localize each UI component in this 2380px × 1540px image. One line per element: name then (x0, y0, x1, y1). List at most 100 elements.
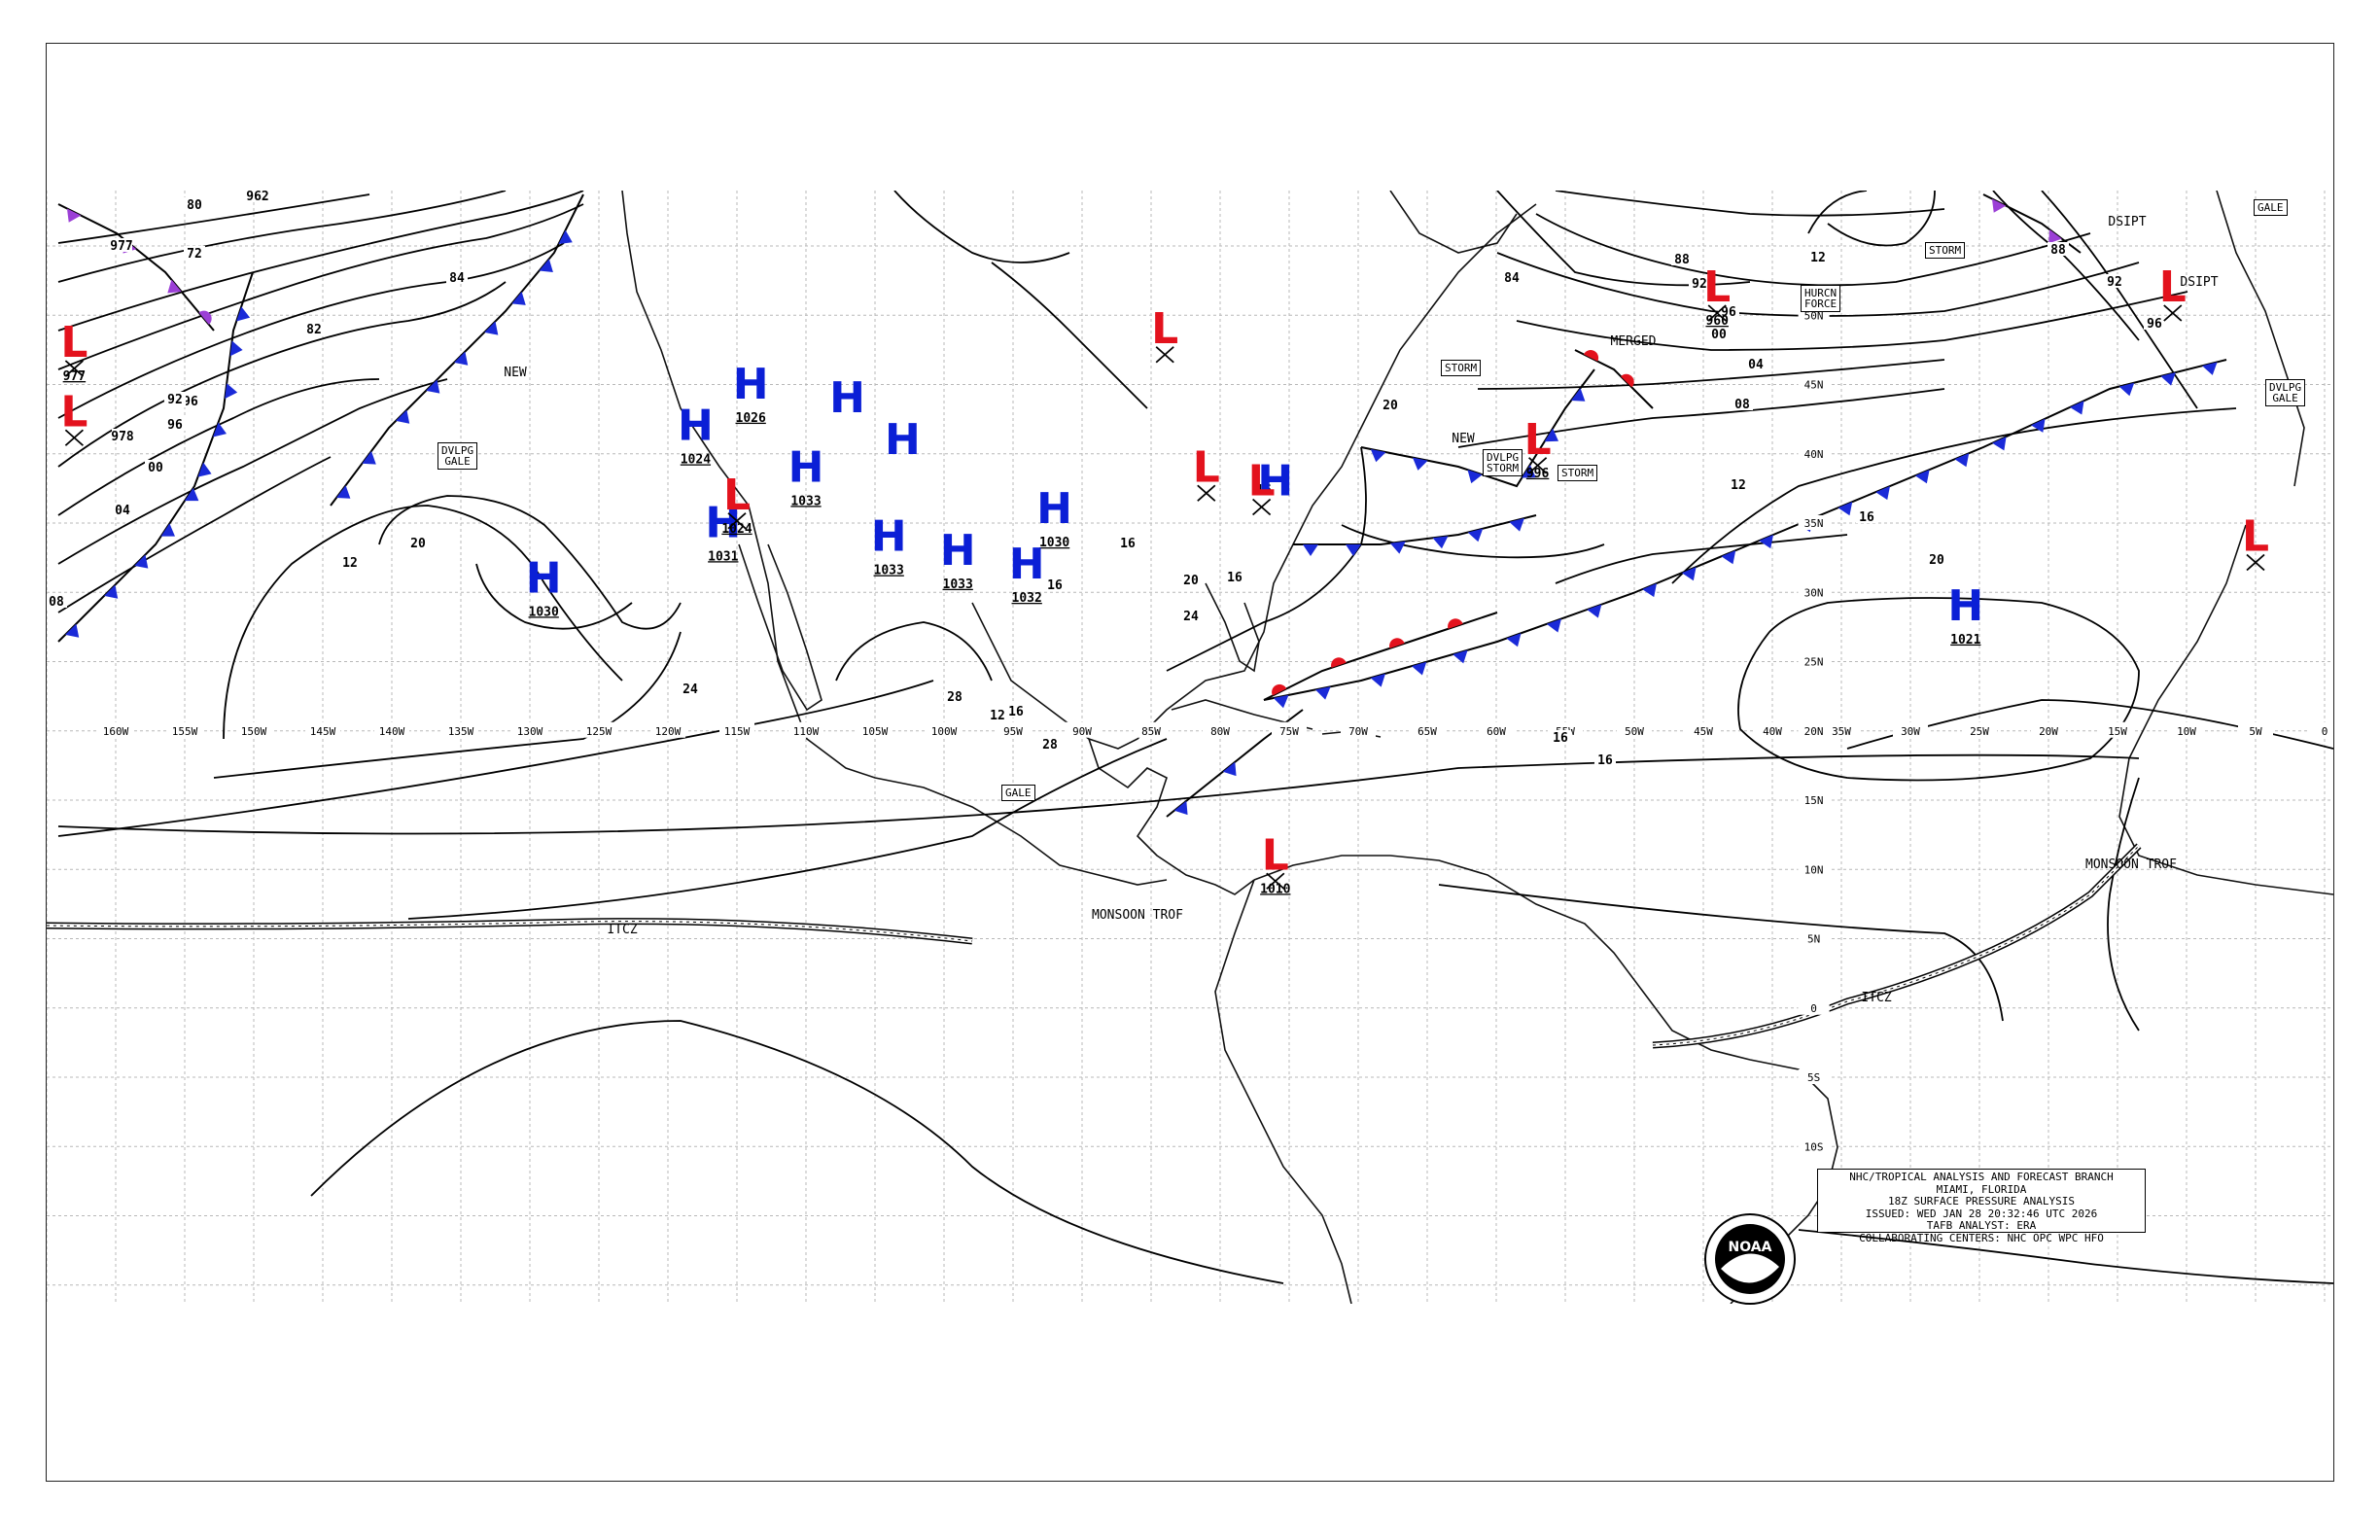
cold-front-atlantic-symbol (1452, 649, 1468, 664)
cold-front-west-atlantic-symbol (1509, 518, 1524, 532)
high-letter: H (1009, 540, 1045, 589)
fronts (57, 193, 2227, 818)
longitude-label-bg (788, 721, 823, 738)
low-center-mark (64, 360, 84, 377)
isobar-label: 08 (49, 595, 64, 610)
high-pressure-center: H 1030 (1036, 484, 1072, 550)
isobar-label-bg (1689, 276, 1710, 290)
low-letter: L (60, 387, 88, 437)
latitude-label-bg (1798, 999, 1830, 1015)
isobars (57, 191, 2333, 1284)
longitude-label: 15W (2108, 725, 2127, 738)
longitude-label-bg (98, 721, 133, 738)
isobar-label-bg (1708, 327, 1730, 340)
isobar-label-bg (1671, 252, 1693, 265)
isobar-label-bg (1005, 704, 1027, 718)
longitude-label-bg (581, 721, 616, 738)
isobar-label: 96 (2147, 317, 2162, 332)
cold-front-east-pacific-symbol (362, 451, 376, 465)
longitude-label: 60W (1487, 725, 1506, 738)
isobar-label-bg (47, 594, 67, 608)
latitude-label: 5S (1807, 1071, 1820, 1084)
longitude-label-bg (1134, 721, 1169, 738)
isobar-label-bg (407, 536, 429, 549)
coast-south-america (1253, 855, 1838, 1304)
noaa-logo: NOAA (1704, 1213, 1796, 1305)
low-pressure-center: L (1151, 304, 1178, 364)
cold-front-atlantic-symbol (1914, 470, 1930, 484)
high-pressure-center: H 1024 (678, 402, 714, 468)
low-pressure-center: L 1024 (721, 471, 752, 537)
isobar-label: 12 (990, 709, 1005, 723)
low-pressure-center: L (1193, 442, 1220, 502)
cold-front-atlantic (1263, 359, 2227, 709)
low-pressure-center: L (60, 387, 88, 446)
cold-front-west-atlantic-symbol (1432, 536, 1449, 549)
isobar-label-bg (1594, 752, 1616, 766)
high-pressure-center: H 1033 (871, 512, 907, 578)
cold-front-east-pacific-symbol (454, 351, 469, 366)
pressure-value: 1024 (721, 522, 752, 537)
isobar-line (1807, 191, 1868, 234)
isobar-label: 28 (1042, 738, 1058, 752)
longitude-label: 45W (1694, 725, 1713, 738)
cold-front-us-coast-symbol (1522, 464, 1536, 478)
cold-front-atlantic-symbol (1546, 618, 1561, 633)
longitude-label-bg (1755, 721, 1790, 738)
isobar-label-bg (2104, 274, 2125, 288)
longitude-label: 90W (1072, 725, 1092, 738)
isobar-line (57, 191, 507, 283)
isobar-label: 20 (1929, 553, 1944, 568)
coast-hudson (1389, 191, 1518, 254)
cold-front-atlantic-symbol (1273, 694, 1289, 709)
low-pressure-center: L 1010 (1260, 830, 1290, 896)
cold-front-west-atlantic (1293, 514, 1537, 556)
occluded-front-aleutian-symbol (167, 279, 182, 294)
longitude-label-bg (1410, 721, 1445, 738)
longitude-label-bg (305, 721, 340, 738)
low-center-mark (2163, 304, 2183, 322)
cold-front-pacific-symbol (104, 584, 119, 599)
longitude-label-bg (2100, 721, 2135, 738)
isobar-label: 24 (682, 682, 698, 697)
coast-south-america-west (1214, 879, 1352, 1304)
isobar-label: 16 (1047, 578, 1063, 593)
isobar-line (2107, 777, 2140, 1032)
longitude-label-bg (719, 721, 754, 738)
warning-box-dvlpg-gale-east: DVLPG GALE (2265, 379, 2306, 406)
credit-line: TAFB ANALYST: ERA (1926, 1219, 2037, 1232)
low-pressure-center: L (2159, 262, 2187, 322)
low-center-mark (2246, 553, 2265, 572)
cold-front-east-pacific-symbol (511, 292, 526, 305)
isobar-label-bg (111, 238, 132, 252)
cold-front-pacific-symbol (225, 383, 238, 400)
high-letter: H (829, 373, 865, 423)
cold-front-pacific-symbol (229, 340, 243, 357)
latitude-label: 45N (1804, 379, 1824, 392)
longitude-label: 145W (310, 725, 336, 738)
longitude-label-bg (236, 721, 271, 738)
latitude-label: 25N (1804, 656, 1824, 669)
pressure-value: 996 (1526, 467, 1550, 481)
warning-box-storm: STORM (1441, 360, 1482, 376)
latitude-label: 30N (1804, 586, 1824, 599)
pressure-value: 1033 (874, 564, 904, 578)
latitude-label: 35N (1804, 517, 1824, 530)
low-pressure-center: L (2242, 512, 2269, 572)
high-pressure-center: H 1032 (1009, 540, 1045, 606)
feature-label-new2: NEW (1452, 432, 1475, 446)
isobar-label-bg (184, 246, 205, 260)
isobar-label: 84 (449, 271, 465, 286)
pressure-value: 960 (1705, 314, 1729, 329)
longitude-label: 160W (103, 725, 129, 738)
cold-front-east-pacific (330, 193, 584, 507)
isobar-label-bg (1117, 536, 1138, 549)
isobar-line (57, 456, 332, 613)
longitude-label-bg (2169, 721, 2204, 738)
warning-box-gale: GALE (2254, 199, 2288, 216)
isobar-label-bg (247, 191, 268, 202)
isobar-label: 92 (1692, 277, 1707, 292)
cold-front-east-pacific-symbol (396, 409, 410, 424)
pressure-value: 977 (63, 369, 86, 384)
